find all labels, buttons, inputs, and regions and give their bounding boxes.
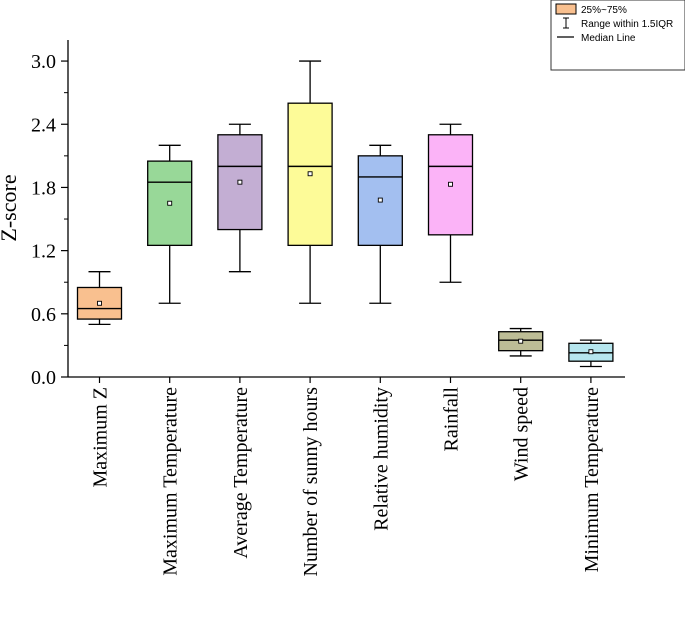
x-tick-label: Maximum Z bbox=[90, 387, 112, 488]
boxes-group bbox=[76, 60, 614, 368]
legend-box-swatch bbox=[555, 3, 577, 15]
x-tick-label: Average Temperature bbox=[230, 387, 252, 559]
legend-label-box: 25%~75% bbox=[581, 5, 627, 16]
x-ticks-group: Maximum Z Maximum Temperature Average Temp… bbox=[90, 377, 603, 576]
y-axis-title: Z-score bbox=[0, 174, 21, 241]
legend-whisker-icon bbox=[563, 17, 569, 29]
box-3 bbox=[287, 60, 333, 304]
mean-marker bbox=[167, 200, 173, 206]
legend-label-whisker: Range within 1.5IQR bbox=[581, 19, 673, 30]
y-tick-label: 1.8 bbox=[31, 177, 56, 199]
y-tick-label: 2.4 bbox=[31, 114, 56, 136]
x-tick-label: Minimum Temperature bbox=[581, 387, 603, 573]
x-tick-label: Wind speed bbox=[511, 387, 533, 481]
x-tick-label: Maximum Temperature bbox=[160, 387, 182, 576]
y-ticks-group: 0.0 0.6 1.2 1.8 2.4 3.0 bbox=[31, 51, 68, 389]
y-tick-label: 1.2 bbox=[31, 241, 56, 263]
axes-group bbox=[67, 40, 625, 378]
y-tick-label: 3.0 bbox=[31, 51, 56, 73]
box-1 bbox=[147, 144, 193, 304]
x-tick-label: Rainfall bbox=[441, 387, 463, 452]
box-5 bbox=[427, 123, 474, 283]
legend-label-median: Median Line bbox=[581, 33, 636, 44]
box-4 bbox=[357, 144, 403, 304]
x-tick-label: Relative humidity bbox=[370, 387, 392, 531]
legend: 25%~75% Range within 1.5IQR Median Line bbox=[550, 0, 685, 71]
box-2 bbox=[217, 123, 263, 273]
box-7 bbox=[568, 339, 614, 368]
box-0 bbox=[76, 271, 123, 325]
x-tick-label: Number of sunny hours bbox=[300, 387, 322, 577]
mean-marker bbox=[518, 338, 524, 344]
mean-marker bbox=[377, 197, 383, 203]
mean-marker bbox=[97, 300, 102, 306]
mean-marker bbox=[588, 349, 594, 355]
mean-marker bbox=[237, 179, 243, 185]
mean-marker bbox=[307, 171, 313, 177]
mean-marker bbox=[448, 181, 453, 187]
y-tick-label: 0.0 bbox=[31, 367, 56, 389]
y-tick-label: 0.6 bbox=[31, 304, 56, 326]
box-6 bbox=[498, 327, 544, 357]
